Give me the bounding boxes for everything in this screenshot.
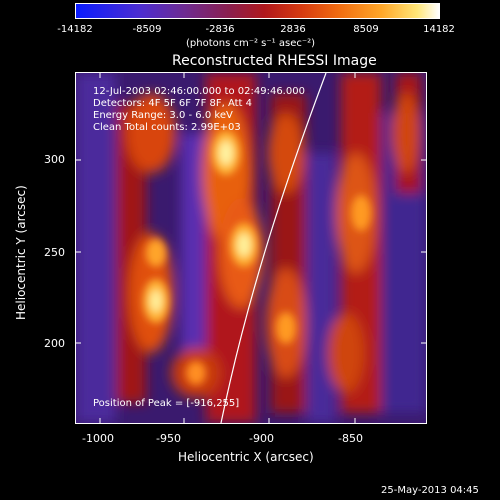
info-line-energy: Energy Range: 3.0 - 6.0 keV	[93, 110, 233, 121]
y-tick-label: 250	[44, 246, 65, 259]
x-tick-label: -950	[156, 432, 181, 445]
x-tick-label: -850	[338, 432, 363, 445]
y-tick-label: 300	[44, 153, 65, 166]
colorbar-tick: -8509	[132, 24, 162, 35]
colorbar-units: (photons cm⁻² s⁻¹ asec⁻²)	[186, 38, 316, 49]
x-tick-label: -1000	[82, 432, 114, 445]
info-line-time: 12-Jul-2003 02:46:00.000 to 02:49:46.000	[93, 86, 305, 97]
colorbar-tick: 8509	[353, 24, 379, 35]
y-axis-label: Heliocentric Y (arcsec)	[14, 185, 28, 320]
colorbar-tick: 2836	[280, 24, 306, 35]
y-tick-label: 200	[44, 337, 65, 350]
colorbar-tick: -2836	[205, 24, 235, 35]
colorbar-tick: -14182	[57, 24, 93, 35]
date-stamp: 25-May-2013 04:45	[381, 485, 479, 496]
info-line-counts: Clean Total counts: 2.99E+03	[93, 122, 241, 133]
rhessi-image-map	[76, 73, 426, 423]
colorbar	[75, 3, 440, 19]
rhessi-image	[75, 72, 427, 424]
info-line-detectors: Detectors: 4F 5F 6F 7F 8F, Att 4	[93, 98, 253, 109]
x-tick-label: -900	[249, 432, 274, 445]
peak-position-label: Position of Peak = [-916,255]	[93, 398, 240, 409]
image-title: Reconstructed RHESSI Image	[172, 53, 377, 69]
x-axis-label: Heliocentric X (arcsec)	[178, 450, 314, 464]
colorbar-tick: 14182	[423, 24, 455, 35]
